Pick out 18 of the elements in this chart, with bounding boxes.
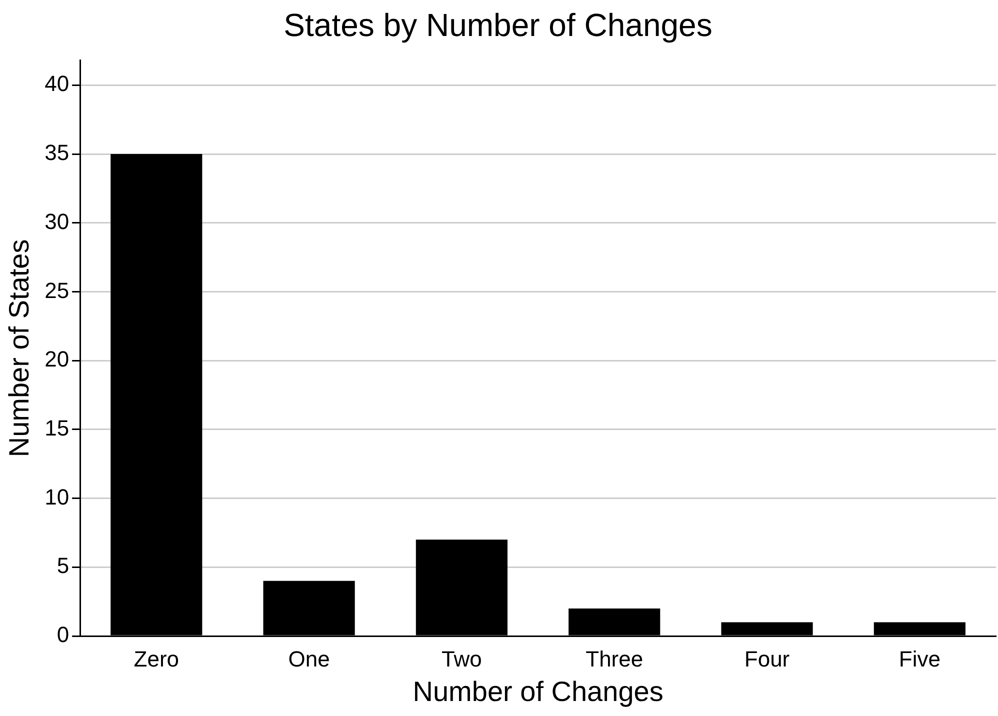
y-tick-label: 15 [44,416,70,441]
chart-title: States by Number of Changes [284,7,712,44]
y-tick-label: 30 [44,208,70,234]
y-tick-label: 25 [44,278,70,303]
x-tick-label: Zero [134,646,180,672]
y-tick-label: 20 [44,346,70,372]
y-axis-title: Number of States [4,239,35,458]
x-tick-label: Two [442,646,482,672]
x-axis-title: Number of Changes [412,676,664,707]
y-tick-label: 0 [56,622,70,648]
y-tick-label: 35 [44,140,70,166]
y-tick-label: 5 [56,553,70,578]
x-tick-label: Four [744,646,790,672]
x-tick-label: Three [586,646,644,672]
y-tick-label: 10 [44,484,70,510]
x-tick-label: Five [898,646,940,672]
y-tick-label: 40 [44,71,70,96]
x-tick-label: One [288,646,330,672]
